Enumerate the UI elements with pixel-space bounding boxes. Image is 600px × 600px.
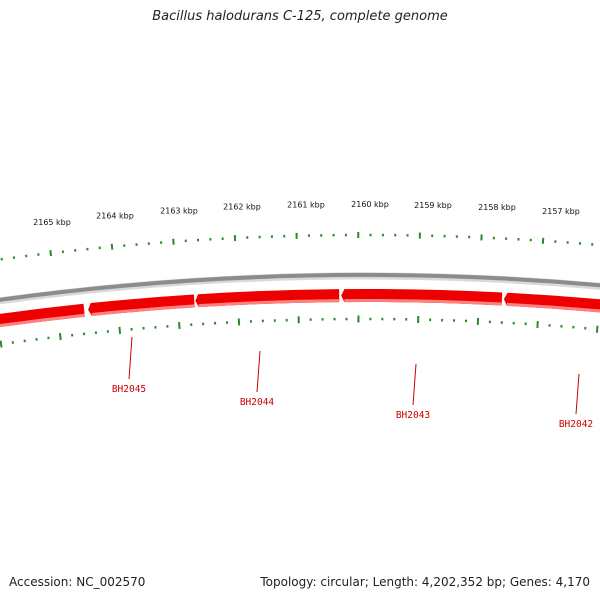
gene-labels: BH2045 BH2044 BH2043 BH2042 <box>112 336 593 430</box>
scale-label: 2160 kbp <box>351 200 389 209</box>
gene-arrow-shade <box>0 313 85 328</box>
gene-leader-line <box>412 363 417 406</box>
gene-arrow-shade <box>91 304 195 316</box>
gene-arrow <box>88 294 195 316</box>
scale-label: 2162 kbp <box>223 203 261 212</box>
gene-leader-line <box>575 373 580 415</box>
accession-text: Accession: NC_002570 <box>9 575 146 589</box>
gene-arrow-shade <box>198 299 340 308</box>
backbone-track <box>0 272 600 302</box>
scale-label: 2157 kbp <box>542 207 580 216</box>
gene-arrow-shade <box>344 299 502 306</box>
gene-label: BH2042 <box>559 419 593 430</box>
scale-tick <box>110 243 114 250</box>
gene-arrow-shade <box>506 302 600 313</box>
scale-label: 2159 kbp <box>414 201 452 210</box>
outer-scale-ticks <box>0 232 594 261</box>
scale-tick <box>58 332 62 341</box>
scale-tick <box>49 249 53 257</box>
scale-label: 2165 kbp <box>33 218 71 227</box>
scale-tick <box>0 340 3 348</box>
gene-label: BH2045 <box>112 384 146 395</box>
genome-summary: Topology: circular; Length: 4,202,352 bp… <box>260 575 590 589</box>
gene-leader-line <box>128 336 133 380</box>
scale-label: 2158 kbp <box>478 203 516 212</box>
gene-label: BH2044 <box>240 397 275 408</box>
scale-tick <box>595 325 599 333</box>
gene-track <box>0 289 600 328</box>
inner-scale-ticks <box>0 315 599 348</box>
scale-label: 2164 kbp <box>96 211 134 220</box>
scale-tick <box>118 326 122 334</box>
scale-labels: 2165 kbp 2164 kbp 2163 kbp 2162 kbp 2161 kbp… <box>33 200 580 227</box>
scale-label: 2161 kbp <box>287 201 325 210</box>
gene-label: BH2043 <box>396 410 430 421</box>
gene-leader-line <box>256 350 261 393</box>
scale-label: 2163 kbp <box>160 206 198 215</box>
map-title: Bacillus halodurans C-125, complete geno… <box>152 9 448 24</box>
